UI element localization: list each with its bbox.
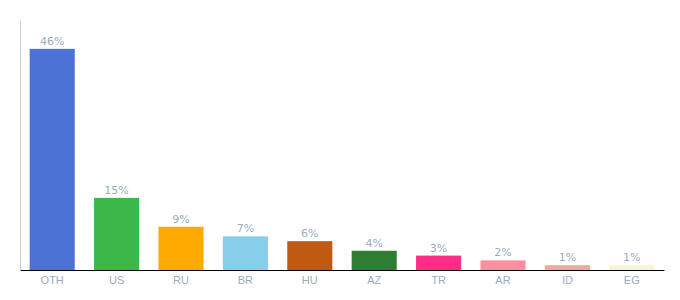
x-tick: RU	[173, 270, 189, 286]
data-label: 7%	[237, 222, 254, 235]
bar	[223, 236, 268, 270]
bar	[545, 265, 590, 270]
data-label: 6%	[301, 227, 318, 240]
data-label: 9%	[172, 213, 189, 226]
x-tick-label: RU	[173, 274, 189, 286]
x-tick-label: EG	[624, 274, 640, 286]
bar	[609, 265, 654, 270]
x-tick: AR	[495, 270, 510, 286]
x-tick-label: BR	[238, 274, 253, 286]
data-labels: 46% 15% 9% 7% 6% 4% 3% 2% 1% 1%	[40, 35, 641, 264]
x-axis: OTH US RU BR HU AZ TR AR ID EG	[21, 270, 665, 286]
x-tick-label: AZ	[367, 274, 381, 286]
data-label: 15%	[104, 184, 128, 197]
x-tick: ID	[562, 270, 573, 286]
x-tick-label: AR	[495, 274, 510, 286]
bar	[352, 251, 397, 270]
chart-container: OTH US RU BR HU AZ TR AR ID EG 46% 15% 9% 7% 6% 4% 3% 2% 1…	[0, 0, 680, 300]
data-label: 46%	[40, 35, 64, 48]
data-label: 1%	[623, 251, 640, 264]
x-tick: AZ	[367, 270, 381, 286]
data-label: 1%	[559, 251, 576, 264]
x-tick: TR	[431, 270, 446, 286]
x-tick: EG	[624, 270, 640, 286]
bar	[480, 260, 525, 270]
y-axis	[20, 21, 21, 271]
bar	[416, 256, 461, 270]
data-label: 4%	[365, 237, 382, 250]
bar	[94, 198, 139, 270]
plot: OTH US RU BR HU AZ TR AR ID EG 46% 15% 9% 7% 6% 4% 3% 2% 1…	[21, 21, 665, 286]
x-tick-label: HU	[302, 274, 318, 286]
x-tick-label: OTH	[41, 274, 64, 286]
x-tick: OTH	[41, 270, 64, 286]
y-axis-line	[20, 21, 21, 271]
bars	[30, 49, 655, 270]
x-tick-label: TR	[431, 274, 446, 286]
x-tick: HU	[302, 270, 318, 286]
x-tick-label: ID	[562, 274, 573, 286]
data-label: 2%	[494, 246, 511, 259]
x-tick-label: US	[109, 274, 124, 286]
bar	[287, 241, 332, 270]
x-tick: BR	[238, 270, 253, 286]
bar	[30, 49, 75, 270]
bar	[158, 227, 203, 270]
x-tick: US	[109, 270, 124, 286]
data-label: 3%	[430, 242, 447, 255]
chart-svg: OTH US RU BR HU AZ TR AR ID EG 46% 15% 9% 7% 6% 4% 3% 2% 1…	[0, 0, 680, 300]
x-axis-line	[21, 270, 665, 271]
